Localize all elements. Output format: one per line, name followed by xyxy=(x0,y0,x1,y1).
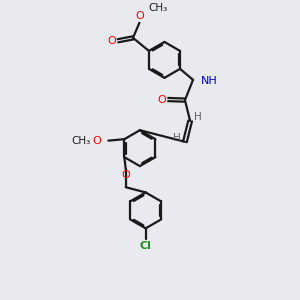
Text: Cl: Cl xyxy=(140,241,152,251)
Text: O: O xyxy=(122,170,130,180)
Text: CH₃: CH₃ xyxy=(71,136,91,146)
Text: O: O xyxy=(92,136,101,146)
Text: CH₃: CH₃ xyxy=(148,3,168,13)
Text: O: O xyxy=(158,94,166,104)
Text: H: H xyxy=(173,133,181,143)
Text: O: O xyxy=(107,36,116,46)
Text: H: H xyxy=(194,112,202,122)
Text: O: O xyxy=(135,11,144,22)
Text: NH: NH xyxy=(201,76,218,86)
